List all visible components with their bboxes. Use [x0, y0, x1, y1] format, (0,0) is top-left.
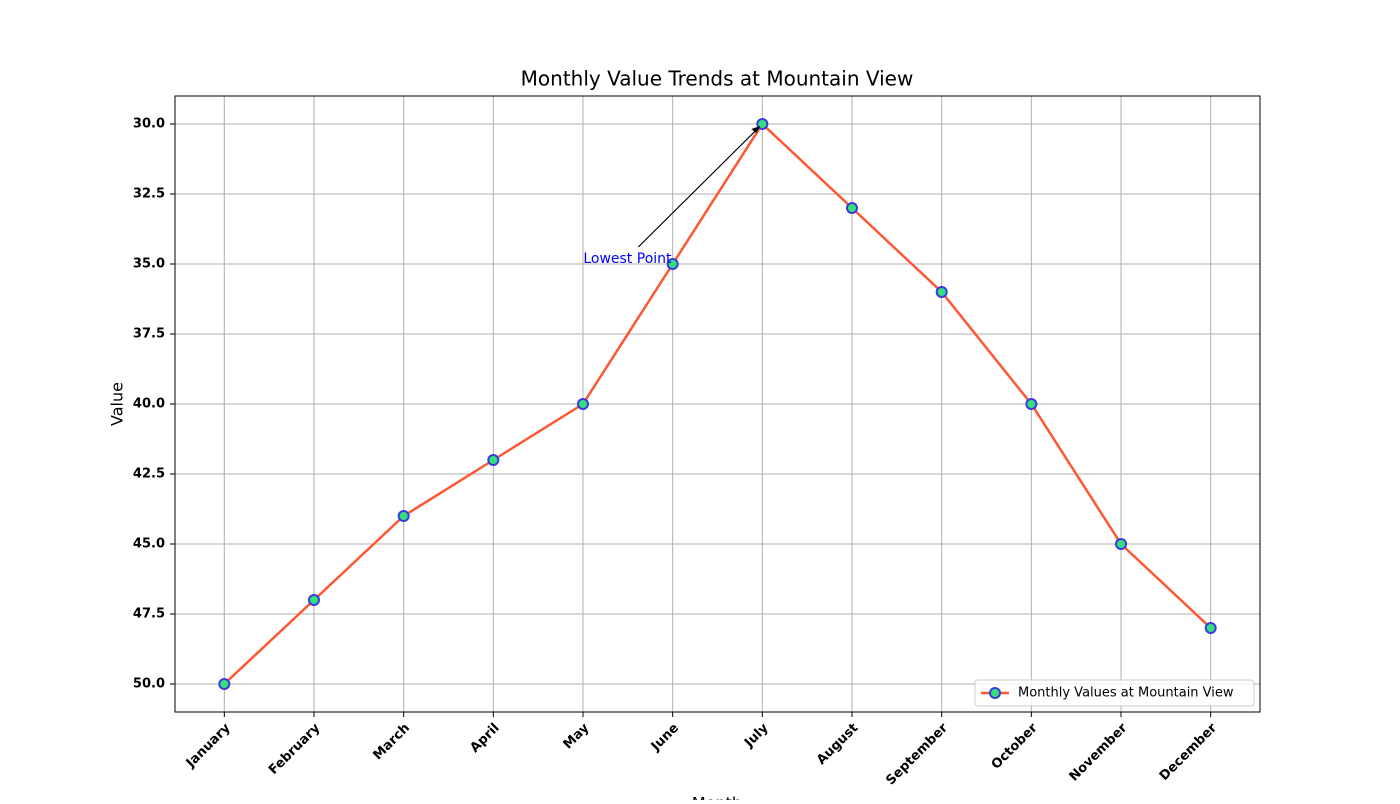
legend-label: Monthly Values at Mountain View — [1018, 686, 1234, 701]
y-tick-label: 37.5 — [133, 327, 165, 342]
x-tick-label: January — [183, 720, 234, 771]
x-tick-label: June — [648, 721, 682, 755]
legend-box — [974, 679, 1255, 707]
annotation-arrow — [637, 126, 760, 248]
x-tick-label: February — [266, 720, 324, 778]
data-point — [576, 398, 589, 410]
y-tick-label: 47.5 — [133, 607, 165, 622]
x-tick-label: December — [1157, 720, 1220, 783]
legend-marker — [989, 687, 1001, 699]
data-point — [935, 286, 948, 298]
data-point — [1025, 398, 1038, 410]
data-point — [1204, 622, 1217, 634]
plot-frame — [174, 95, 1261, 713]
data-line — [223, 122, 1212, 685]
x-tick-label: April — [467, 721, 502, 756]
x-tick-label: October — [989, 720, 1041, 772]
y-tick-label: 32.5 — [133, 187, 165, 202]
y-axis-label: Value — [108, 382, 127, 426]
data-point — [846, 202, 859, 214]
data-point — [666, 258, 679, 270]
chart-title: Monthly Value Trends at Mountain View — [521, 67, 914, 91]
data-point — [487, 454, 500, 466]
x-axis-label: Month — [692, 794, 742, 801]
y-tick-label: 45.0 — [133, 537, 165, 552]
data-point — [218, 678, 231, 690]
annotation-arrowhead — [751, 126, 761, 133]
data-point — [397, 510, 410, 522]
x-tick-label: May — [561, 720, 593, 752]
data-point — [307, 594, 320, 606]
x-tick-label: September — [883, 720, 951, 788]
x-tick-label: March — [370, 721, 412, 763]
y-tick-label: 35.0 — [133, 257, 165, 272]
y-tick-label: 50.0 — [133, 677, 165, 692]
annotation-text: Lowest Point — [583, 251, 672, 267]
x-tick-label: August — [814, 721, 861, 768]
y-tick-label: 30.0 — [133, 117, 165, 132]
x-tick-label: July — [741, 720, 772, 751]
data-point — [1115, 538, 1128, 550]
y-tick-label: 40.0 — [133, 397, 165, 412]
x-tick-label: November — [1067, 720, 1131, 784]
y-tick-label: 42.5 — [133, 467, 165, 482]
